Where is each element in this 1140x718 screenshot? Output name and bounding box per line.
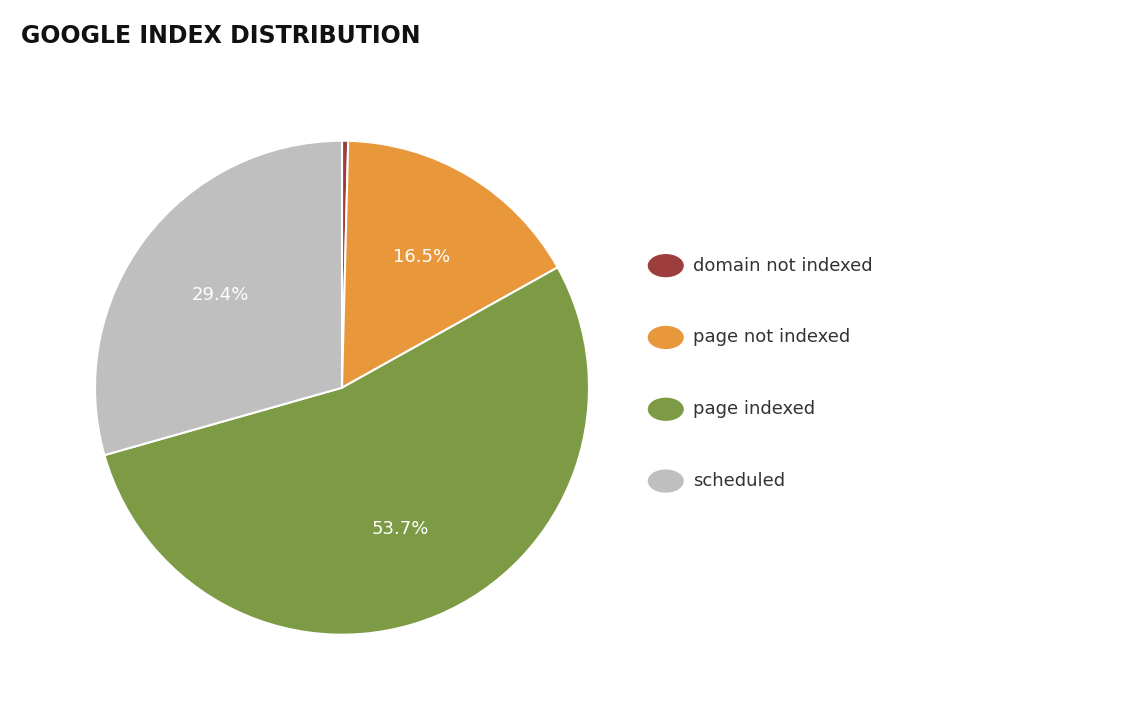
Circle shape	[649, 398, 683, 420]
Text: domain not indexed: domain not indexed	[693, 256, 873, 275]
Text: scheduled: scheduled	[693, 472, 785, 490]
Text: 16.5%: 16.5%	[392, 248, 450, 266]
Text: 29.4%: 29.4%	[192, 286, 249, 304]
Circle shape	[649, 255, 683, 276]
Text: GOOGLE INDEX DISTRIBUTION: GOOGLE INDEX DISTRIBUTION	[21, 24, 420, 47]
Circle shape	[649, 470, 683, 492]
Text: page not indexed: page not indexed	[693, 328, 850, 347]
Text: 53.7%: 53.7%	[372, 521, 430, 538]
Wedge shape	[105, 267, 589, 635]
Wedge shape	[342, 141, 557, 388]
Circle shape	[649, 327, 683, 348]
Text: page indexed: page indexed	[693, 400, 815, 419]
Wedge shape	[342, 141, 348, 388]
Wedge shape	[95, 141, 342, 455]
